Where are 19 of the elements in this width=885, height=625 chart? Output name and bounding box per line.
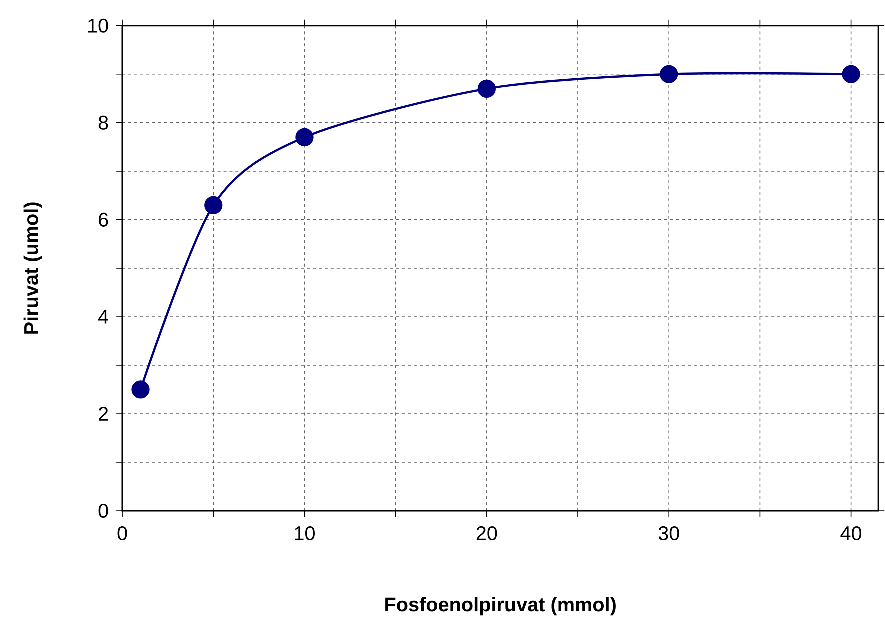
x-axis-title: Fosfoenolpiruvat (mmol) xyxy=(386,597,616,616)
y-axis-title: Piruvat (umol) xyxy=(24,202,42,334)
point xyxy=(842,66,860,84)
point xyxy=(204,196,223,215)
y-tick-label: 8 xyxy=(98,116,108,130)
point xyxy=(660,66,678,84)
point xyxy=(132,380,150,399)
point xyxy=(478,80,496,98)
y-tick-label: 6 xyxy=(99,213,108,228)
x-tick-label: 30 xyxy=(658,526,680,541)
y-tick-label: 2 xyxy=(99,407,108,422)
point xyxy=(296,128,314,147)
x-tick-label: 10 xyxy=(295,526,315,541)
y-tick-label: 4 xyxy=(98,310,108,324)
x-tick-label: 20 xyxy=(476,526,498,541)
y-tick-label: 10 xyxy=(88,19,108,34)
x-tick-label: 40 xyxy=(840,526,862,541)
x-tick-label: 0 xyxy=(118,526,128,541)
y-tick-label: 0 xyxy=(98,504,108,518)
